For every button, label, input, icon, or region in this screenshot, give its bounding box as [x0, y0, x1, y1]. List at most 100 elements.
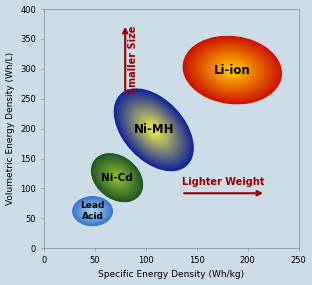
Ellipse shape [119, 95, 188, 165]
Ellipse shape [191, 41, 274, 99]
Ellipse shape [101, 163, 133, 192]
Ellipse shape [112, 173, 122, 182]
Ellipse shape [80, 202, 105, 220]
Ellipse shape [83, 204, 103, 218]
Ellipse shape [183, 36, 281, 104]
Ellipse shape [89, 209, 96, 214]
Ellipse shape [90, 209, 95, 213]
Ellipse shape [223, 64, 241, 76]
Ellipse shape [124, 99, 183, 160]
Ellipse shape [192, 42, 272, 98]
Ellipse shape [143, 119, 164, 141]
Text: Li-ion: Li-ion [214, 64, 251, 77]
Ellipse shape [203, 50, 261, 90]
Ellipse shape [134, 110, 173, 150]
Ellipse shape [107, 168, 127, 187]
Ellipse shape [131, 107, 176, 153]
Ellipse shape [85, 206, 100, 217]
Ellipse shape [100, 162, 134, 193]
Ellipse shape [97, 159, 137, 196]
Ellipse shape [139, 115, 168, 144]
Ellipse shape [189, 40, 275, 100]
Ellipse shape [223, 64, 242, 77]
Ellipse shape [124, 99, 184, 161]
Ellipse shape [119, 94, 188, 166]
Text: Lighter Weight: Lighter Weight [183, 177, 265, 187]
Ellipse shape [73, 197, 112, 225]
Ellipse shape [186, 38, 278, 102]
Ellipse shape [81, 203, 104, 219]
Ellipse shape [75, 198, 110, 224]
Ellipse shape [212, 56, 253, 84]
Ellipse shape [83, 204, 102, 218]
Ellipse shape [106, 167, 128, 188]
Ellipse shape [144, 120, 163, 140]
Ellipse shape [127, 102, 181, 158]
Ellipse shape [217, 59, 248, 81]
Ellipse shape [114, 89, 193, 171]
Ellipse shape [94, 156, 140, 199]
Ellipse shape [134, 109, 174, 150]
Ellipse shape [114, 174, 120, 181]
Ellipse shape [114, 88, 194, 171]
Ellipse shape [204, 50, 261, 90]
Ellipse shape [112, 173, 122, 182]
Ellipse shape [75, 198, 110, 224]
Ellipse shape [215, 58, 249, 82]
Ellipse shape [129, 105, 178, 155]
Ellipse shape [77, 200, 108, 223]
Ellipse shape [73, 197, 112, 225]
Ellipse shape [207, 53, 257, 87]
Ellipse shape [132, 107, 176, 152]
Ellipse shape [221, 62, 243, 78]
Ellipse shape [99, 161, 135, 195]
Ellipse shape [146, 122, 162, 138]
Ellipse shape [91, 153, 143, 202]
Ellipse shape [145, 121, 163, 139]
Ellipse shape [104, 165, 130, 190]
Ellipse shape [215, 58, 250, 82]
Ellipse shape [79, 201, 106, 221]
Ellipse shape [103, 165, 131, 191]
Ellipse shape [95, 158, 139, 198]
Ellipse shape [99, 160, 135, 195]
Ellipse shape [85, 205, 101, 217]
Ellipse shape [127, 102, 180, 157]
Ellipse shape [106, 168, 128, 188]
Ellipse shape [95, 157, 139, 199]
Ellipse shape [87, 207, 98, 215]
Ellipse shape [79, 201, 106, 221]
Ellipse shape [186, 38, 279, 102]
Ellipse shape [84, 205, 101, 217]
Ellipse shape [76, 199, 109, 223]
Ellipse shape [105, 166, 129, 189]
Ellipse shape [102, 163, 132, 192]
X-axis label: Specific Energy Density (Wh/kg): Specific Energy Density (Wh/kg) [98, 270, 244, 280]
Ellipse shape [100, 161, 134, 194]
Ellipse shape [75, 198, 110, 224]
Ellipse shape [148, 124, 160, 136]
Ellipse shape [85, 206, 100, 216]
Ellipse shape [74, 198, 111, 225]
Ellipse shape [139, 114, 169, 146]
Ellipse shape [82, 203, 103, 219]
Ellipse shape [129, 104, 179, 156]
Ellipse shape [183, 36, 282, 104]
Text: Lead
Acid: Lead Acid [80, 201, 105, 221]
Ellipse shape [205, 51, 259, 89]
Ellipse shape [123, 98, 184, 162]
Ellipse shape [201, 48, 264, 92]
Ellipse shape [73, 197, 112, 226]
Ellipse shape [206, 52, 259, 88]
Ellipse shape [121, 96, 187, 164]
Ellipse shape [191, 42, 273, 98]
Ellipse shape [97, 158, 137, 197]
Ellipse shape [77, 200, 109, 223]
Ellipse shape [193, 43, 272, 97]
Ellipse shape [126, 101, 182, 158]
Ellipse shape [95, 156, 140, 199]
Ellipse shape [107, 168, 128, 188]
Ellipse shape [89, 208, 96, 214]
Ellipse shape [78, 201, 107, 221]
Ellipse shape [219, 61, 246, 79]
